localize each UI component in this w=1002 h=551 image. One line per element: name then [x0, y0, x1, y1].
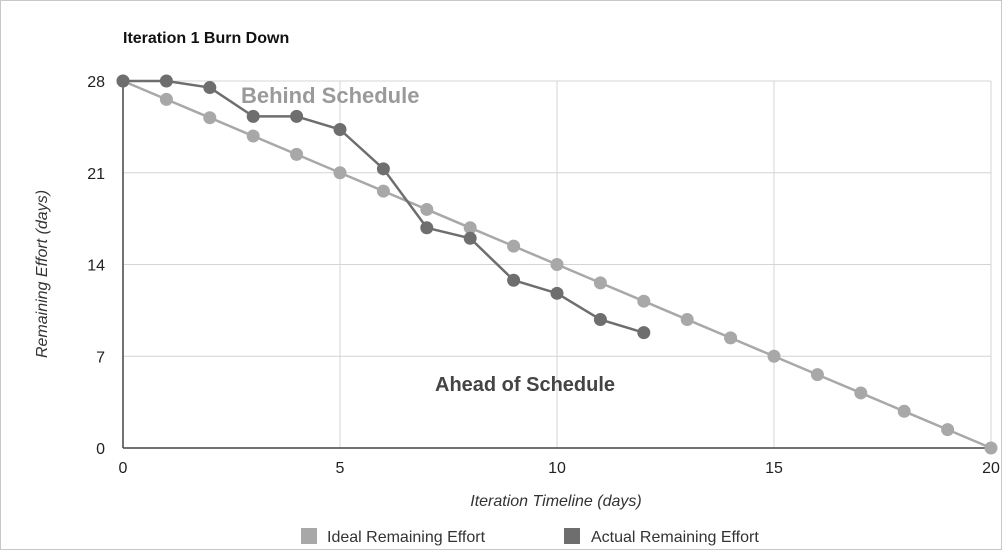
series-1-point-0 — [116, 74, 130, 88]
series-0-point-5 — [333, 166, 347, 180]
x-axis-label: Iteration Timeline (days) — [470, 493, 641, 510]
series-1-point-7 — [420, 221, 434, 235]
series-1-point-6 — [376, 162, 390, 176]
legend-swatch-actual — [564, 528, 580, 544]
series-0-point-18 — [897, 404, 911, 418]
series-0-point-9 — [507, 239, 521, 253]
series-0-point-12 — [637, 294, 651, 308]
annotation-behind-schedule: Behind Schedule — [241, 83, 419, 108]
series-1-point-1 — [159, 74, 173, 88]
series-1-point-3 — [246, 109, 260, 123]
series-0-point-1 — [159, 92, 173, 106]
series-1-point-2 — [203, 81, 217, 95]
y-tick-label-3: 21 — [87, 166, 105, 183]
x-tick-label-3: 15 — [765, 460, 783, 477]
series-0-point-20 — [984, 441, 998, 455]
series-points — [116, 74, 998, 455]
y-axis-label: Remaining Effort (days) — [34, 190, 51, 358]
series-0-point-8 — [463, 221, 477, 235]
x-tick-label-2: 10 — [548, 460, 566, 477]
legend-label-actual: Actual Remaining Effort — [591, 529, 759, 546]
y-tick-label-2: 14 — [87, 258, 105, 275]
series-0-point-15 — [767, 349, 781, 363]
x-tick-label-1: 5 — [336, 460, 345, 477]
series-line-1 — [123, 79, 645, 334]
y-tick-label-4: 28 — [87, 74, 105, 91]
series-0-point-4 — [290, 147, 304, 161]
series-1-point-11 — [593, 313, 607, 327]
series-0-point-17 — [854, 386, 868, 400]
tick-labels: 0 5 10 15 20 0 7 14 21 28 — [87, 74, 1000, 477]
series-0-point-19 — [941, 423, 955, 437]
series-0-point-13 — [680, 313, 694, 327]
series-1-point-10 — [550, 286, 564, 300]
series-0-point-16 — [810, 368, 824, 382]
series-0-point-6 — [376, 184, 390, 198]
series-0-point-10 — [550, 258, 564, 271]
annotation-ahead-of-schedule: Ahead of Schedule — [435, 374, 615, 396]
series-0-point-2 — [203, 111, 217, 125]
x-tick-label-0: 0 — [119, 460, 128, 477]
x-tick-label-4: 20 — [982, 460, 1000, 477]
legend: Ideal Remaining Effort Actual Remaining … — [301, 528, 759, 546]
series-0-point-11 — [593, 276, 607, 290]
chart-title: Iteration 1 Burn Down — [123, 30, 289, 47]
series-1-point-12 — [637, 326, 651, 340]
series-1-point-9 — [507, 273, 521, 287]
legend-swatch-ideal — [301, 528, 317, 544]
legend-label-ideal: Ideal Remaining Effort — [327, 529, 486, 546]
series-0-point-7 — [420, 202, 434, 216]
series-1-point-4 — [290, 109, 304, 123]
y-tick-label-0: 0 — [96, 441, 105, 458]
series-0-point-3 — [246, 129, 260, 143]
axes — [122, 81, 991, 449]
y-tick-label-1: 7 — [96, 349, 105, 366]
series-1-point-5 — [333, 122, 347, 136]
series-1-point-8 — [463, 231, 477, 245]
series-0-point-14 — [724, 331, 738, 345]
